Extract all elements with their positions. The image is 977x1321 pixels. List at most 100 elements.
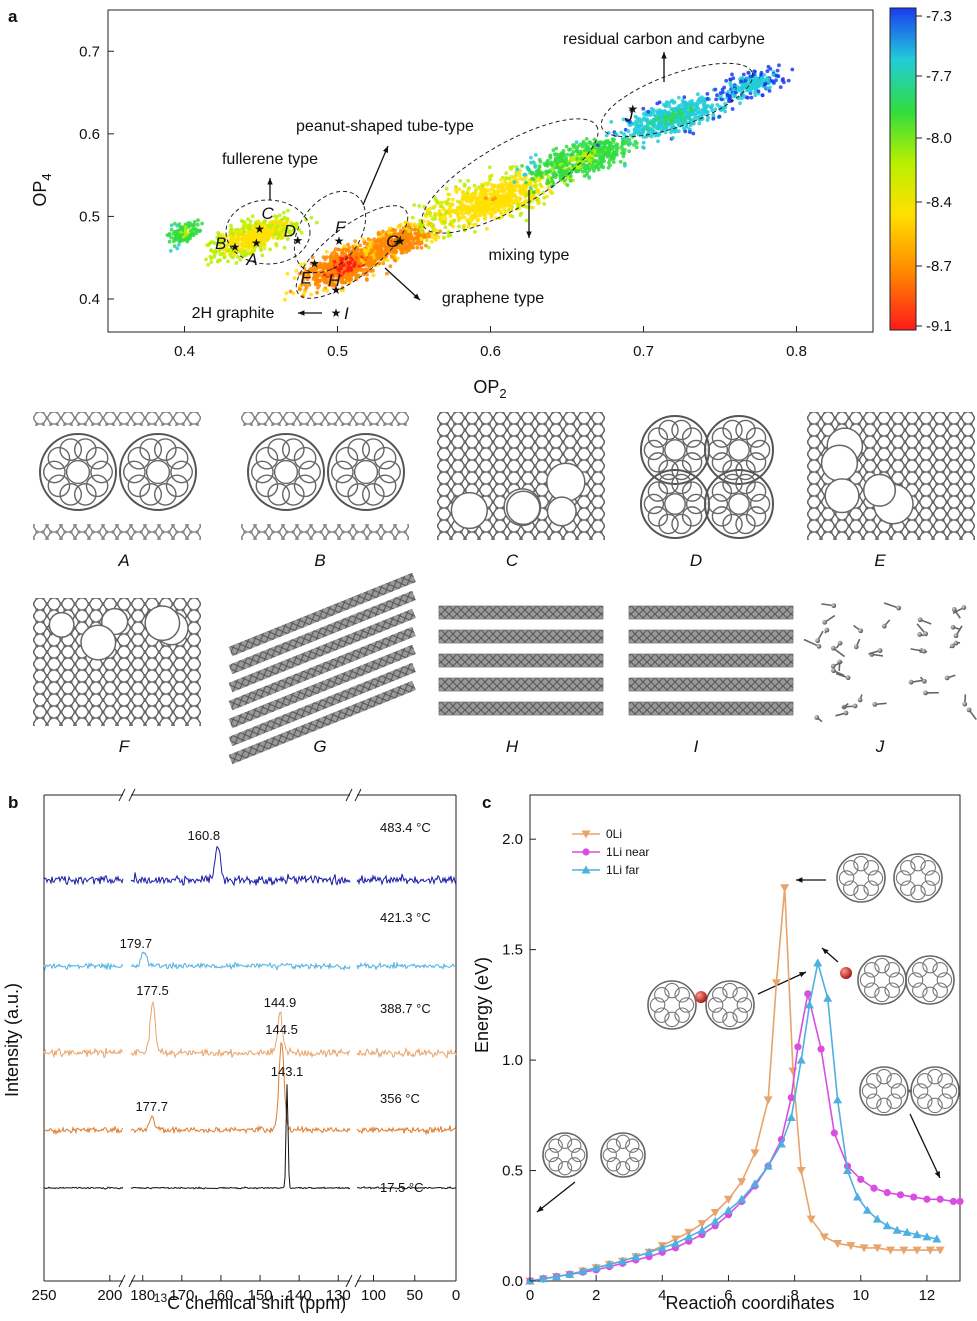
x-tick-label: 50 — [406, 1287, 423, 1304]
carbon-atom — [953, 633, 959, 639]
scatter-point — [167, 239, 172, 244]
scatter-point — [218, 239, 222, 244]
carbon-atom — [917, 632, 923, 637]
scatter-point — [651, 120, 655, 125]
scatter-point — [451, 197, 455, 202]
scatter-point — [196, 218, 200, 223]
cage-void — [450, 491, 488, 530]
scatter-point — [253, 232, 258, 237]
inset-cage — [542, 1132, 588, 1178]
scatter-point — [262, 246, 267, 251]
scatter-point — [368, 242, 373, 247]
scatter-point — [567, 161, 572, 166]
colorbar-tick-label: -8.0 — [926, 130, 952, 147]
scatter-point — [532, 190, 536, 195]
scatter-point — [524, 218, 529, 223]
scatter-point — [749, 88, 753, 92]
scatter-point — [457, 187, 462, 192]
panel-b-xlabel: 13C chemical shift (ppm) — [154, 1291, 346, 1313]
scatter-point — [409, 222, 414, 226]
series-marker — [833, 1095, 843, 1104]
scatter-point — [537, 157, 542, 162]
cage-ring — [681, 452, 703, 473]
fullerene-cage — [640, 415, 710, 485]
scatter-point — [208, 254, 213, 259]
xlabel-superscript: 13 — [154, 1291, 168, 1305]
temperature-label: 17.5 °C — [380, 1180, 424, 1195]
structure-grid: A B C D E F G H I J — [33, 412, 977, 765]
graphene-layer — [628, 701, 794, 716]
x-tick-label: 180 — [130, 1287, 155, 1304]
point-label: A — [245, 250, 257, 269]
cage-ring — [335, 474, 359, 498]
scatter-point — [691, 112, 696, 117]
scatter-point — [195, 222, 200, 227]
scatter-point — [292, 276, 297, 280]
scatter-point — [412, 203, 417, 208]
scatter-point — [476, 218, 481, 222]
scatter-point — [531, 194, 535, 199]
scatter-point — [340, 280, 345, 285]
panel-letter-b: b — [8, 793, 18, 812]
scatter-point — [262, 231, 267, 236]
scatter-point — [730, 107, 735, 111]
panel-letter-c: c — [482, 793, 491, 812]
scatter-point — [218, 247, 223, 252]
scatter-point — [430, 235, 435, 240]
scatter-point — [238, 257, 243, 262]
scatter-point — [463, 203, 467, 208]
colorbar-tick-label: -8.7 — [926, 258, 952, 275]
scatter-point — [728, 81, 733, 86]
graphene-layer — [438, 629, 604, 644]
peak-label: 143.1 — [271, 1064, 304, 1079]
carbon-atom — [917, 617, 923, 623]
scatter-point — [542, 202, 547, 206]
scatter-point — [429, 239, 434, 244]
y-tick-label: 0.5 — [79, 208, 100, 225]
x-tick-label: 250 — [31, 1287, 56, 1304]
scatter-point — [641, 112, 646, 116]
x-tick-label: 0.6 — [480, 343, 501, 360]
colorbar-tick-label: -9.1 — [926, 318, 952, 335]
scatter-point — [582, 174, 587, 178]
scatter-point — [552, 170, 557, 175]
scatter-point — [426, 219, 430, 224]
scatter-point — [387, 226, 392, 231]
scatter-point — [677, 104, 681, 108]
scatter-point — [346, 242, 350, 247]
cluster-annotations: fullerene type peanut-shaped tube-type res… — [192, 31, 765, 322]
scatter-point — [369, 256, 374, 261]
scatter-point — [326, 266, 331, 270]
scatter-point — [309, 292, 313, 297]
carbon-atom — [816, 643, 822, 649]
scatter-point — [713, 87, 718, 92]
carbon-atom — [908, 679, 914, 685]
scatter-point — [767, 89, 772, 93]
legend-label: 0Li — [606, 827, 622, 841]
scatter-point — [428, 210, 433, 215]
scatter-point — [291, 228, 296, 233]
carbon-atom — [831, 668, 836, 674]
scatter-point — [243, 233, 248, 238]
scatter-point — [350, 257, 355, 262]
cluster-ellipse — [600, 62, 754, 138]
scatter-point — [609, 120, 614, 124]
carbon-atom — [953, 640, 959, 646]
scatter-point — [705, 92, 710, 96]
scatter-point — [430, 222, 435, 227]
scatter-point — [642, 118, 647, 122]
nmr-trace — [356, 1046, 457, 1059]
carbon-atom — [944, 675, 950, 681]
point-label: E — [301, 268, 313, 287]
series-marker — [830, 1129, 838, 1137]
scatter-point — [725, 93, 730, 98]
fullerene-cage — [704, 469, 774, 539]
scatter-point — [715, 103, 720, 107]
scatter-point — [358, 251, 363, 256]
panel-a-frame — [107, 9, 874, 333]
structure-thumbnail — [640, 415, 774, 539]
energy-series — [525, 884, 964, 1286]
scatter-point — [245, 223, 250, 228]
scatter-point — [512, 180, 517, 184]
panel-b-nmr: 483.4 °C 160.8 421.3 °C 179.7 388.7 °C 177.5 1… — [2, 788, 460, 1313]
